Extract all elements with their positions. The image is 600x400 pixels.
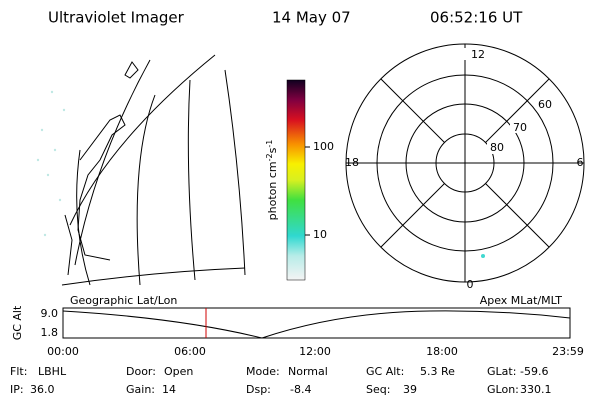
polar-plot: 12 18 6 0 60 70 80 (345, 43, 585, 291)
field-label: GLat: (487, 365, 516, 378)
field-value: Normal (288, 365, 328, 378)
colorbar-label: photon cm-2s-1 (265, 140, 280, 221)
field-value: 5.3 Re (420, 365, 455, 378)
field-label: GC Alt: (366, 365, 404, 378)
field-value: 14 (162, 383, 176, 396)
alt-x-tick: 00:00 (47, 345, 79, 358)
field-value: -59.6 (520, 365, 548, 378)
alt-x-tick: 06:00 (174, 345, 206, 358)
mlt-label: 6 (577, 156, 584, 169)
field-value: 36.0 (30, 383, 55, 396)
lat-label: 70 (513, 121, 527, 134)
alt-y-tick: 1.8 (41, 326, 59, 339)
alt-x-tick: 12:00 (299, 345, 331, 358)
colorbar-tick: 100 (313, 140, 334, 153)
title: Ultraviolet Imager (48, 9, 185, 27)
field-value: 39 (403, 383, 417, 396)
field-label: Dsp: (246, 383, 271, 396)
field-label: Door: (126, 365, 156, 378)
field-label: Gain: (126, 383, 155, 396)
colorbar: 100 10 photon cm-2s-1 (265, 79, 334, 281)
field-value: Open (164, 365, 193, 378)
field-value: LBHL (38, 365, 67, 378)
colorbar-tick: 10 (313, 228, 327, 241)
field-label: IP: (10, 383, 24, 396)
lat-label: 80 (490, 141, 504, 154)
field-label: Mode: (246, 365, 280, 378)
alt-right-label: Apex MLat/MLT (480, 294, 563, 307)
time: 06:52:16 UT (430, 9, 523, 27)
field-label: Seq: (366, 383, 390, 396)
geographic-map (36, 54, 246, 286)
mlt-label: 0 (467, 278, 474, 291)
mlt-label: 12 (471, 48, 485, 61)
date: 14 May 07 (272, 9, 351, 27)
alt-left-label: Geographic Lat/Lon (70, 294, 177, 307)
footer: Flt: LBHL Door: Open Mode: Normal GC Alt: 5.3 R… (10, 365, 552, 396)
alt-y-tick: 9.0 (41, 307, 59, 320)
field-label: GLon: (487, 383, 519, 396)
alt-y-label: GC Alt (11, 305, 24, 340)
field-value: 330.1 (520, 383, 552, 396)
field-label: Flt: (10, 365, 27, 378)
mlt-label: 18 (345, 156, 359, 169)
field-value: -8.4 (290, 383, 311, 396)
lat-label: 60 (538, 98, 552, 111)
alt-x-tick: 18:00 (426, 345, 458, 358)
altitude-plot: Geographic Lat/Lon Apex MLat/MLT 9.0 1.8… (11, 294, 584, 358)
alt-x-tick: 23:59 (552, 345, 584, 358)
